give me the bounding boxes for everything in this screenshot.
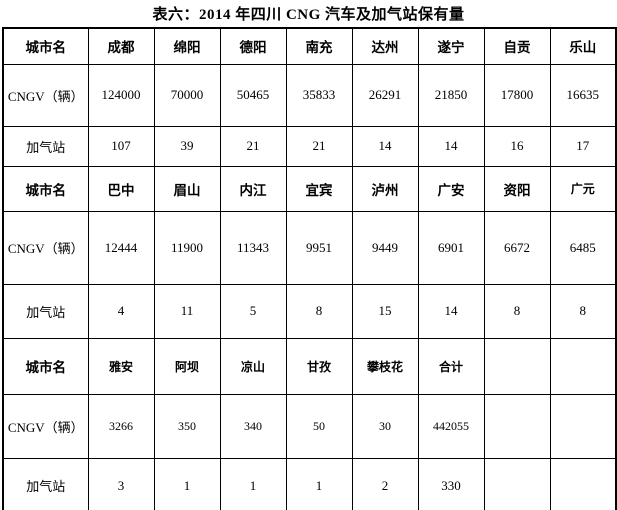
value-cell: 350 xyxy=(153,393,221,459)
table-row: 加气站 3 1 1 1 2 330 xyxy=(2,457,617,510)
value-cell: 15 xyxy=(351,283,419,339)
value-cell: 1 xyxy=(285,457,353,510)
row-label-cell: 加气站 xyxy=(2,457,89,510)
value-cell: 70000 xyxy=(153,63,221,127)
value-cell: 39 xyxy=(153,125,221,167)
row-label-cell: 城市名 xyxy=(2,165,89,212)
value-cell: 4 xyxy=(87,283,155,339)
city-header-cell: 凉山 xyxy=(219,337,287,395)
row-label-cell: CNGV（辆） xyxy=(2,210,89,285)
city-header-cell: 泸州 xyxy=(351,165,419,212)
table-row: 加气站 107 39 21 21 14 14 16 17 xyxy=(2,125,617,167)
empty-cell xyxy=(483,337,551,395)
value-cell: 11 xyxy=(153,283,221,339)
value-cell: 21 xyxy=(285,125,353,167)
value-cell: 50 xyxy=(285,393,353,459)
value-cell: 14 xyxy=(417,283,485,339)
value-cell: 2 xyxy=(351,457,419,510)
value-cell: 330 xyxy=(417,457,485,510)
value-cell: 50465 xyxy=(219,63,287,127)
city-header-cell: 广元 xyxy=(549,165,617,212)
table-row: 城市名 巴中 眉山 内江 宜宾 泸州 广安 资阳 广元 xyxy=(2,165,617,212)
value-cell: 6672 xyxy=(483,210,551,285)
row-label-cell: 城市名 xyxy=(2,337,89,395)
city-header-cell: 成都 xyxy=(87,27,155,65)
value-cell: 8 xyxy=(483,283,551,339)
row-label-cell: 加气站 xyxy=(2,125,89,167)
city-header-cell: 雅安 xyxy=(87,337,155,395)
value-cell: 16 xyxy=(483,125,551,167)
city-header-cell: 合计 xyxy=(417,337,485,395)
city-header-cell: 乐山 xyxy=(549,27,617,65)
value-cell: 14 xyxy=(351,125,419,167)
value-cell: 26291 xyxy=(351,63,419,127)
value-cell: 3266 xyxy=(87,393,155,459)
value-cell: 3 xyxy=(87,457,155,510)
value-cell: 1 xyxy=(153,457,221,510)
value-cell: 5 xyxy=(219,283,287,339)
city-header-cell: 达州 xyxy=(351,27,419,65)
value-cell: 8 xyxy=(549,283,617,339)
table-row: 加气站 4 11 5 8 15 14 8 8 xyxy=(2,283,617,339)
value-cell: 30 xyxy=(351,393,419,459)
table-row: 城市名 成都 绵阳 德阳 南充 达州 遂宁 自贡 乐山 xyxy=(2,27,617,65)
row-label-cell: 加气站 xyxy=(2,283,89,339)
cng-ownership-table: 城市名 成都 绵阳 德阳 南充 达州 遂宁 自贡 乐山 CNGV（辆） 124000 70000 504… xyxy=(2,27,617,510)
city-header-cell: 眉山 xyxy=(153,165,221,212)
city-header-cell: 甘孜 xyxy=(285,337,353,395)
city-header-cell: 资阳 xyxy=(483,165,551,212)
empty-cell xyxy=(549,337,617,395)
value-cell: 12444 xyxy=(87,210,155,285)
value-cell: 9951 xyxy=(285,210,353,285)
row-label-cell: CNGV（辆） xyxy=(2,393,89,459)
empty-cell xyxy=(549,393,617,459)
value-cell: 8 xyxy=(285,283,353,339)
city-header-cell: 攀枝花 xyxy=(351,337,419,395)
empty-cell xyxy=(483,457,551,510)
value-cell: 107 xyxy=(87,125,155,167)
table-row: CNGV（辆） 12444 11900 11343 9951 9449 6901 6672 64… xyxy=(2,210,617,285)
value-cell: 1 xyxy=(219,457,287,510)
value-cell: 17 xyxy=(549,125,617,167)
city-header-cell: 自贡 xyxy=(483,27,551,65)
empty-cell xyxy=(483,393,551,459)
city-header-cell: 内江 xyxy=(219,165,287,212)
value-cell: 11900 xyxy=(153,210,221,285)
table-row: CNGV（辆） 3266 350 340 50 30 442055 xyxy=(2,393,617,459)
value-cell: 21850 xyxy=(417,63,485,127)
row-label-cell: 城市名 xyxy=(2,27,89,65)
page-title: 表六：2014 年四川 CNG 汽车及加气站保有量 xyxy=(152,7,465,23)
value-cell: 11343 xyxy=(219,210,287,285)
value-cell: 442055 xyxy=(417,393,485,459)
value-cell: 16635 xyxy=(549,63,617,127)
table-row: 城市名 雅安 阿坝 凉山 甘孜 攀枝花 合计 xyxy=(2,337,617,395)
city-header-cell: 南充 xyxy=(285,27,353,65)
city-header-cell: 德阳 xyxy=(219,27,287,65)
value-cell: 124000 xyxy=(87,63,155,127)
value-cell: 9449 xyxy=(351,210,419,285)
city-header-cell: 遂宁 xyxy=(417,27,485,65)
city-header-cell: 阿坝 xyxy=(153,337,221,395)
city-header-cell: 绵阳 xyxy=(153,27,221,65)
city-header-cell: 广安 xyxy=(417,165,485,212)
value-cell: 14 xyxy=(417,125,485,167)
table-row: CNGV（辆） 124000 70000 50465 35833 26291 21850 17… xyxy=(2,63,617,127)
city-header-cell: 宜宾 xyxy=(285,165,353,212)
city-header-cell: 巴中 xyxy=(87,165,155,212)
value-cell: 6901 xyxy=(417,210,485,285)
row-label-cell: CNGV（辆） xyxy=(2,63,89,127)
value-cell: 340 xyxy=(219,393,287,459)
value-cell: 6485 xyxy=(549,210,617,285)
value-cell: 21 xyxy=(219,125,287,167)
value-cell: 35833 xyxy=(285,63,353,127)
value-cell: 17800 xyxy=(483,63,551,127)
empty-cell xyxy=(549,457,617,510)
